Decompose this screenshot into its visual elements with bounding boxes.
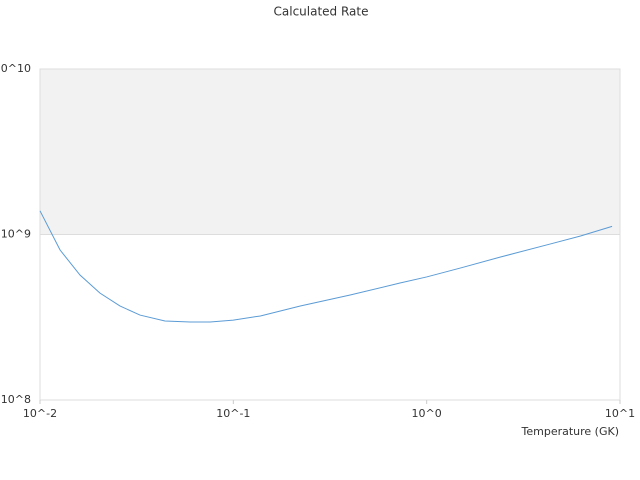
x-tick-label: 10^-1: [216, 407, 250, 420]
line-series: [39, 210, 613, 323]
y-tick-label: 10^10: [0, 62, 31, 75]
shaded-band: [40, 69, 620, 235]
x-axis-label: Temperature (GK): [521, 425, 620, 438]
x-tick-label: 10^0: [412, 407, 442, 420]
y-tick-label: 10^9: [1, 228, 31, 241]
x-tick-label: 10^1: [605, 407, 635, 420]
x-tick-label: 10^-2: [23, 407, 57, 420]
y-tick-label: 10^8: [1, 393, 31, 406]
chart-title: Calculated Rate: [274, 5, 369, 19]
